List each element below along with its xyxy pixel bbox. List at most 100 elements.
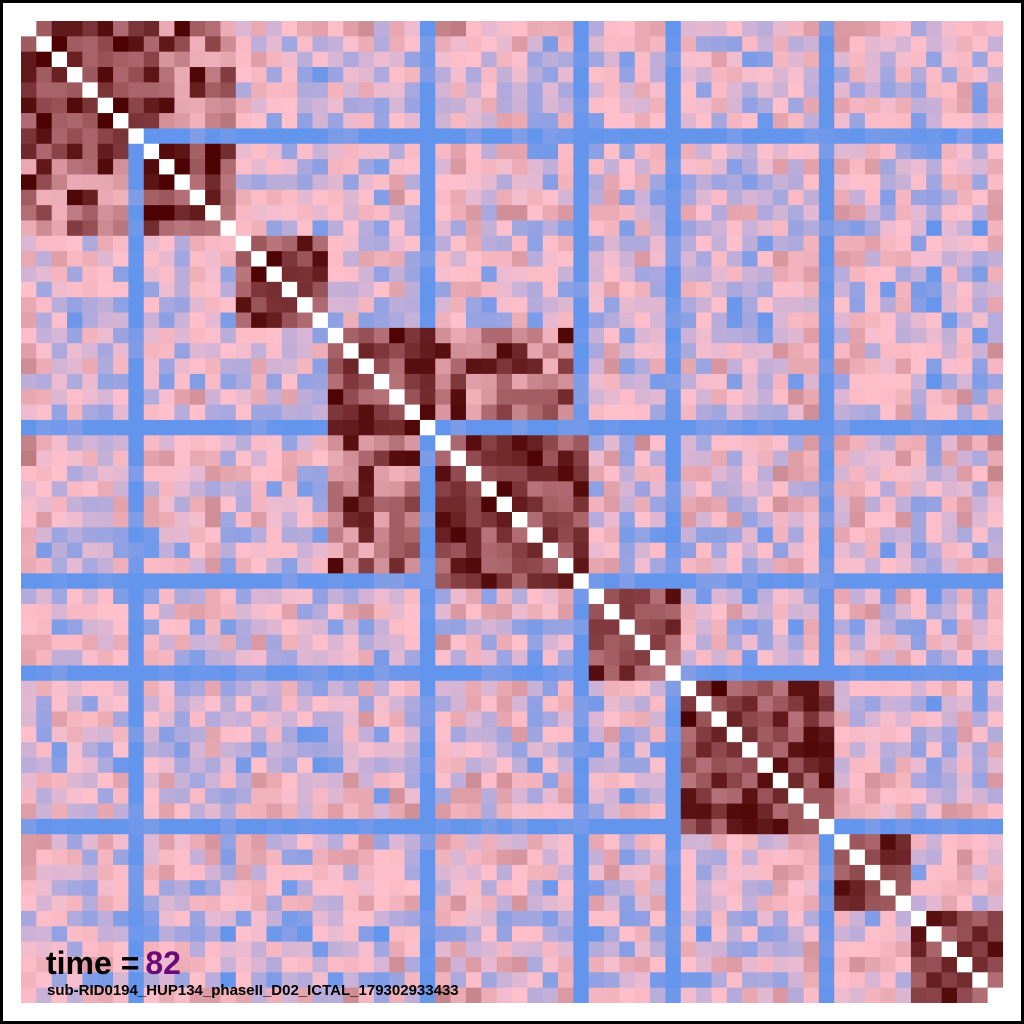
heatmap-cell [36,51,53,68]
heatmap-cell [82,251,99,268]
heatmap-cell [527,435,544,452]
heatmap-cell [634,956,651,973]
heatmap-cell [619,926,636,943]
heatmap-cell [312,558,329,574]
heatmap-cell [742,235,759,252]
heatmap-cell [235,97,252,114]
heatmap-cell [21,818,37,835]
heatmap-cell [665,926,682,943]
heatmap-cell [266,327,283,344]
heatmap-cell [220,880,237,897]
heatmap-cell [834,726,851,743]
heatmap-cell [634,788,651,805]
heatmap-cell [803,312,820,329]
heatmap-cell [757,880,774,897]
heatmap-cell [281,604,298,620]
heatmap-cell [220,558,237,574]
heatmap-cell [665,205,682,222]
heatmap-cell [926,818,943,835]
heatmap-cell [235,481,252,498]
heatmap-cell [205,926,222,943]
heatmap-cell [481,435,498,452]
heatmap-cell [864,82,881,99]
heatmap-cell [251,358,268,375]
heatmap-cell [297,895,314,912]
heatmap-cell [956,834,973,851]
heatmap-cell [650,772,667,789]
heatmap-cell [389,772,406,789]
heatmap-cell [419,956,436,973]
heatmap-cell [128,174,145,191]
heatmap-cell [895,987,912,1003]
heatmap-cell [343,389,360,406]
heatmap-cell [266,97,283,114]
heatmap-cell [834,910,851,927]
heatmap-cell [558,818,574,835]
heatmap-cell [972,82,989,99]
heatmap-cell [128,558,145,574]
heatmap-cell [481,97,498,114]
heatmap-cell [803,895,820,912]
heatmap-cell [36,926,53,943]
heatmap-cell [358,343,375,360]
heatmap-cell [834,634,851,651]
heatmap-cell [343,542,360,559]
heatmap-cell [235,113,252,129]
heatmap-cell [696,880,713,897]
heatmap-cell [21,665,37,682]
heatmap-cell [389,711,406,728]
heatmap-cell [910,696,927,713]
heatmap-cell [450,818,467,835]
heatmap-cell [573,742,590,759]
heatmap-cell [573,665,590,682]
heatmap-cell [941,297,958,314]
heatmap-cell [251,619,268,636]
heatmap-cell [67,757,83,774]
heatmap-cell [404,619,421,636]
heatmap-cell [21,389,37,406]
heatmap-cell [926,481,943,498]
heatmap-cell [650,956,667,973]
heatmap-cell [880,972,897,989]
heatmap-cell [189,159,206,176]
heatmap-cell [235,634,252,651]
heatmap-cell [97,297,114,314]
heatmap-cell [82,788,99,805]
heatmap-cell [82,419,99,436]
heatmap-cell [573,465,590,482]
heatmap-cell [481,956,498,973]
heatmap-cell [435,880,452,897]
heatmap-cell [542,972,559,989]
heatmap-cell [527,297,544,314]
heatmap-cell [36,235,53,252]
heatmap-cell [450,159,467,176]
heatmap-cell [251,189,268,206]
heatmap-cell [818,788,835,805]
heatmap-cell [297,665,314,682]
heatmap-cell [327,512,344,528]
heatmap-cell [496,496,513,513]
heatmap-cell [159,251,176,268]
heatmap-cell [481,327,498,344]
heatmap-cell [220,512,237,528]
heatmap-cell [404,542,421,559]
heatmap-cell [21,588,37,605]
heatmap-cell [358,21,375,37]
heatmap-cell [987,818,1003,835]
heatmap-cell [680,665,697,682]
heatmap-cell [956,327,973,344]
heatmap-cell [327,251,344,268]
heatmap-cell [51,604,68,620]
heatmap-cell [680,696,697,713]
heatmap-cell [143,742,160,759]
heatmap-cell [189,82,206,99]
heatmap-cell [281,297,298,314]
heatmap-cell [650,496,667,513]
heatmap-cell [97,680,114,697]
heatmap-cell [297,419,314,436]
heatmap-cell [788,419,805,436]
heatmap-cell [512,82,528,99]
heatmap-cell [604,358,620,375]
heatmap-cell [373,834,390,851]
heatmap-cell [312,82,329,99]
